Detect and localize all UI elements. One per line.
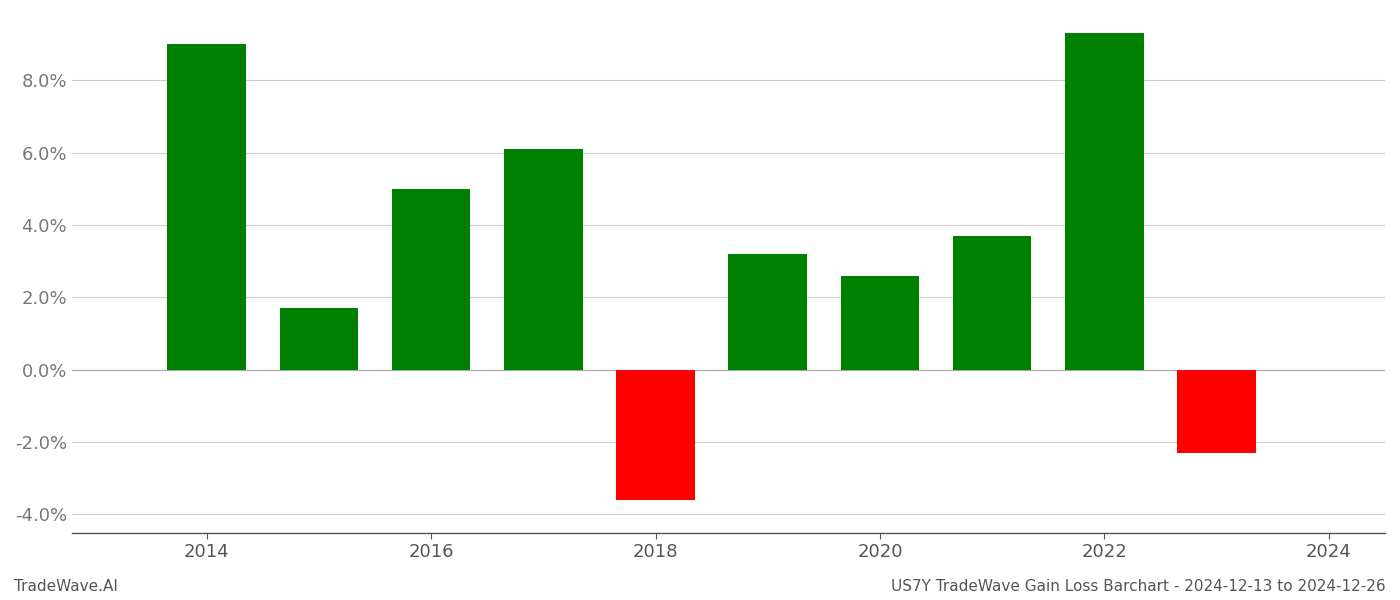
- Bar: [1177, 370, 1256, 453]
- Text: US7Y TradeWave Gain Loss Barchart - 2024-12-13 to 2024-12-26: US7Y TradeWave Gain Loss Barchart - 2024…: [892, 579, 1386, 594]
- Bar: [504, 149, 582, 370]
- Bar: [1065, 33, 1144, 370]
- Bar: [728, 254, 806, 370]
- Bar: [168, 44, 246, 370]
- Bar: [392, 189, 470, 370]
- Text: TradeWave.AI: TradeWave.AI: [14, 579, 118, 594]
- Bar: [616, 370, 694, 500]
- Bar: [280, 308, 358, 370]
- Bar: [841, 275, 920, 370]
- Bar: [953, 236, 1032, 370]
